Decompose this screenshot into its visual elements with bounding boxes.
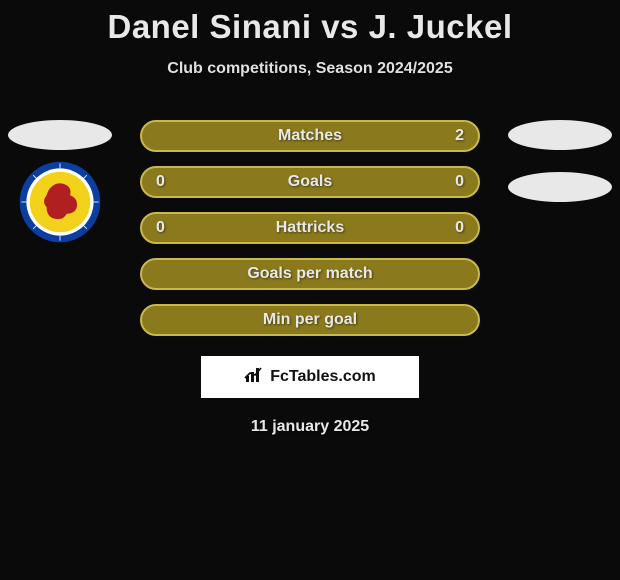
stat-label: Goals [142, 173, 478, 191]
date-label: 11 january 2025 [251, 418, 369, 436]
player-right-placeholder-2 [508, 172, 612, 202]
stat-row: Matches2 [140, 120, 480, 152]
stat-label: Matches [142, 127, 478, 145]
club-badge-left [18, 160, 102, 244]
stat-label: Hattricks [142, 219, 478, 237]
player-left-placeholder [8, 120, 112, 150]
stats-list: Matches2 0Goals0 0Hattricks0 Goals per matc… [140, 120, 480, 336]
page-title: Danel Sinani vs J. Juckel [107, 8, 512, 46]
page-subtitle: Club competitions, Season 2024/2025 [167, 60, 452, 78]
stat-label: Min per goal [142, 311, 478, 329]
stat-row: 0Hattricks0 [140, 212, 480, 244]
player-left-column [8, 120, 112, 244]
stat-row: Min per goal [140, 304, 480, 336]
player-right-column [508, 120, 612, 202]
stat-label: Goals per match [142, 265, 478, 283]
player-right-placeholder-1 [508, 120, 612, 150]
stat-row: Goals per match [140, 258, 480, 290]
source-box: FcTables.com [201, 356, 419, 398]
stat-row: 0Goals0 [140, 166, 480, 198]
chart-icon [244, 366, 264, 389]
source-label: FcTables.com [270, 368, 376, 386]
